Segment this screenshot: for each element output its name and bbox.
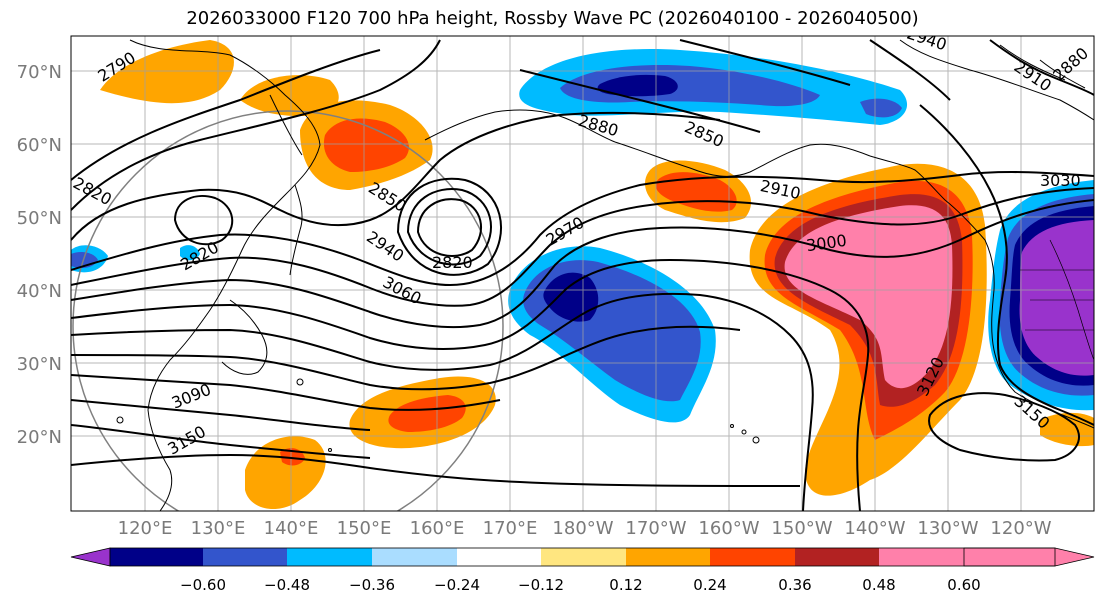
colorbar-bin: [541, 548, 626, 566]
colorbar-tick: −0.36: [349, 576, 395, 594]
lon-label: 180°W: [552, 518, 613, 539]
colorbar-frame: [109, 547, 1056, 567]
colorbar-tick: −0.60: [180, 576, 226, 594]
lon-label: 160°W: [698, 518, 759, 539]
lon-label: 130°W: [917, 518, 978, 539]
colorbar-tick: −0.48: [264, 576, 310, 594]
colorbar-bin: [710, 548, 795, 566]
colorbar-low-extend: [70, 547, 111, 567]
lat-label: 60°N: [17, 135, 62, 156]
colorbar-tick: 0.12: [609, 576, 642, 594]
colorbar: −0.60 −0.48 −0.36 −0.24 −0.12 0.12 0.24 …: [70, 547, 1095, 594]
lon-label: 150°E: [337, 518, 392, 539]
colorbar-bin: [203, 548, 287, 566]
contour-label: 3030: [1040, 171, 1081, 190]
lon-label: 160°E: [410, 518, 465, 539]
lon-label: 150°W: [771, 518, 832, 539]
map-title: 2026033000 F120 700 hPa height, Rossby W…: [186, 8, 919, 29]
lat-label: 40°N: [17, 281, 62, 302]
colorbar-bin: [287, 548, 372, 566]
range-circle: [72, 110, 504, 511]
colorbar-bin: [457, 548, 541, 566]
lon-axis: 120°E 130°E 140°E 150°E 160°E 170°E 180°…: [118, 518, 1052, 539]
lon-label: 170°E: [483, 518, 538, 539]
graticule: [71, 36, 1094, 511]
lat-axis: 70°N 60°N 50°N 40°N 30°N 20°N: [17, 62, 62, 448]
colorbar-bin: [626, 548, 710, 566]
colorbar-tick: 0.60: [947, 576, 980, 594]
lon-label: 170°W: [625, 518, 686, 539]
lon-label: 120°E: [118, 518, 173, 539]
colorbar-bin: [879, 548, 964, 566]
colorbar-bin: [110, 548, 203, 566]
colorbar-tick: 0.24: [693, 576, 726, 594]
lon-label: 140°W: [844, 518, 905, 539]
lon-label: 130°E: [191, 518, 246, 539]
colorbar-bin: [372, 548, 457, 566]
colorbar-tick: −0.24: [434, 576, 480, 594]
colorbar-high-extend: [963, 547, 1095, 567]
contour-label: 2820: [432, 253, 473, 272]
lon-label: 120°W: [990, 518, 1051, 539]
lat-label: 50°N: [17, 208, 62, 229]
colorbar-tick: 0.36: [778, 576, 811, 594]
colorbar-tick: 0.48: [862, 576, 895, 594]
lat-label: 30°N: [17, 354, 62, 375]
lat-label: 20°N: [17, 427, 62, 448]
lon-label: 140°E: [264, 518, 319, 539]
colorbar-bin: [795, 548, 879, 566]
colorbar-tick: −0.12: [518, 576, 564, 594]
height-contours: [71, 39, 1094, 511]
map-frame: [70, 35, 1095, 512]
lat-label: 70°N: [17, 62, 62, 83]
